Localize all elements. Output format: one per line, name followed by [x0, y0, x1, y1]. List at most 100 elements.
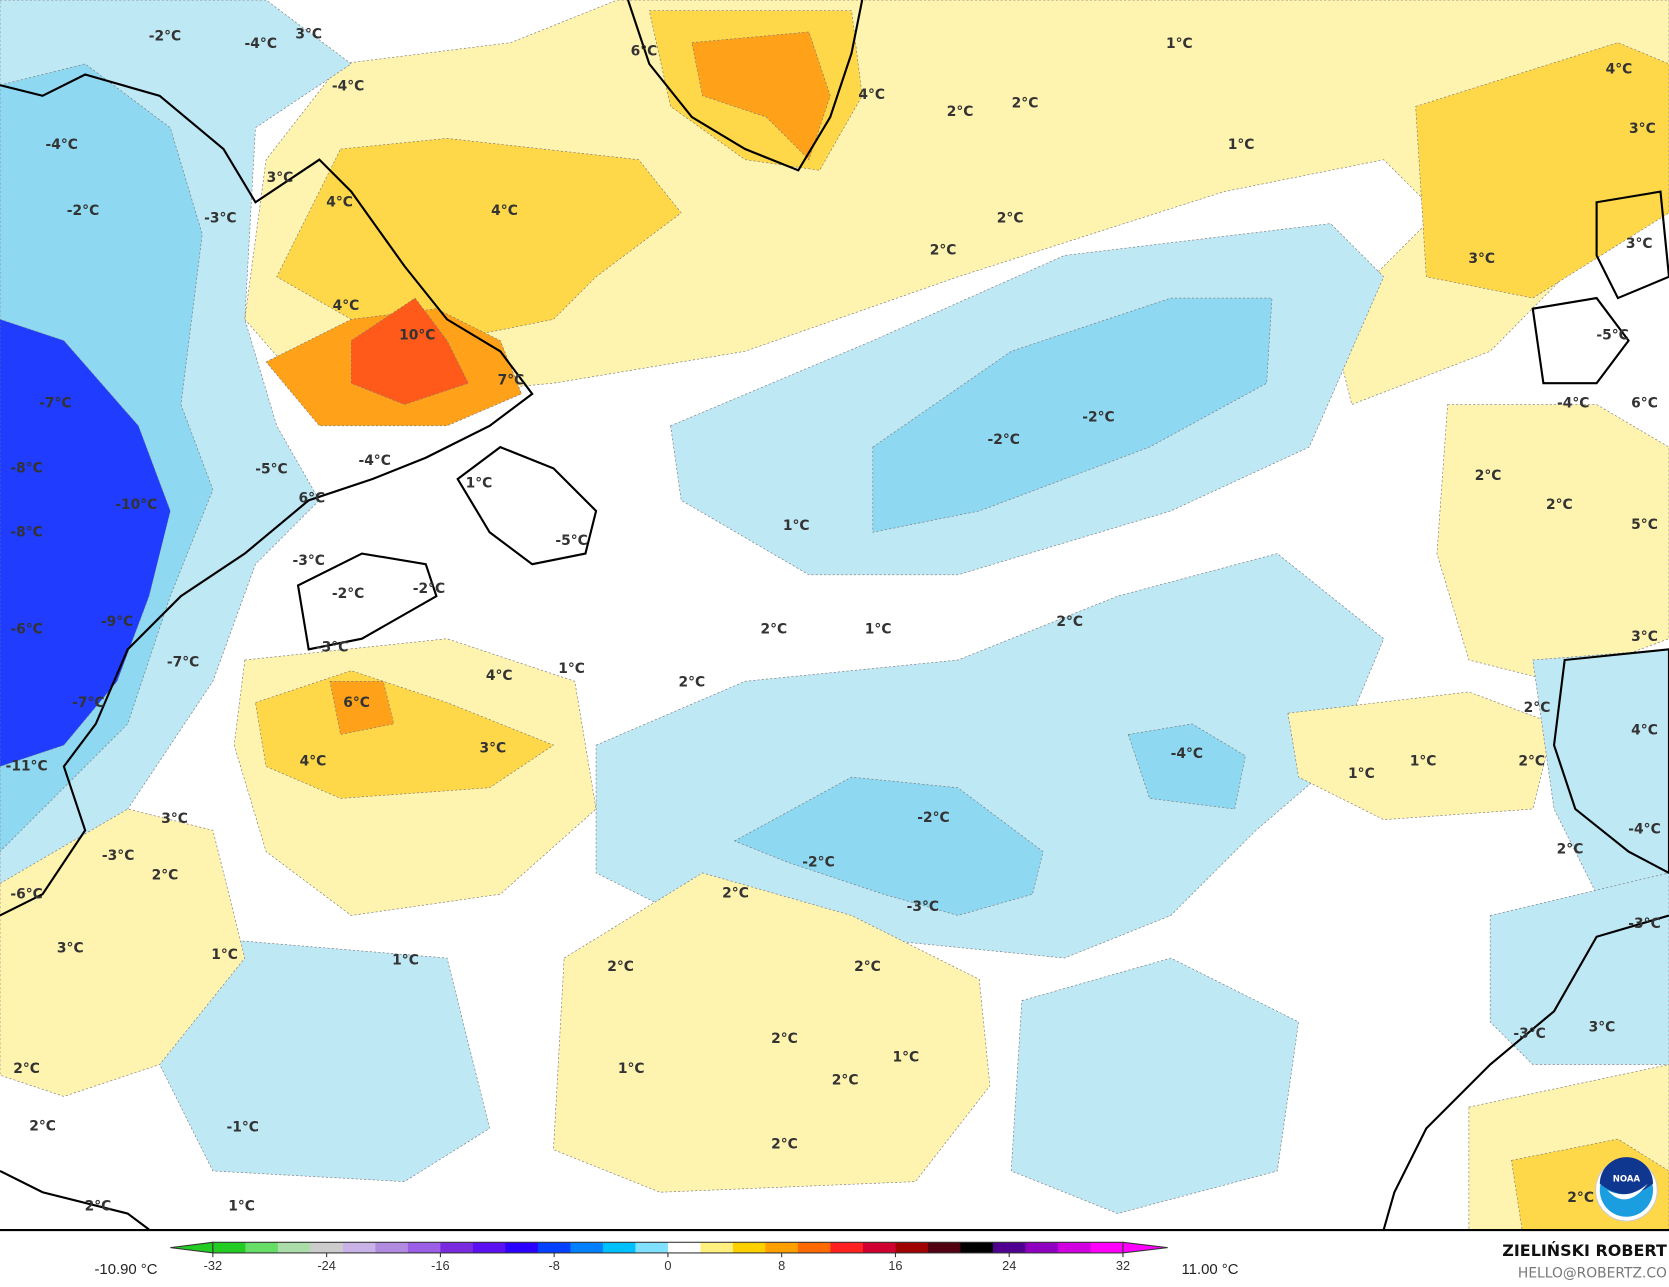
contour-labels: -2°C -4°C 3°C -4°C -4°C -2°C -3°C 3°C 4°C -7°C -8°…	[6, 26, 1661, 1214]
coastline	[296, 552, 438, 651]
colorbar-tick-label: 24	[1002, 1258, 1016, 1273]
contour-label: -3°C	[1628, 916, 1660, 932]
contour-label: 1°C	[1228, 137, 1255, 153]
colorbar-cell	[862, 1242, 896, 1253]
anomaly-fields	[0, 0, 1669, 1230]
contour-label: 4°C	[300, 753, 327, 769]
contour-label: -3°C	[316, 639, 348, 655]
anomaly-region	[553, 872, 991, 1193]
contour-label: -10°C	[115, 497, 157, 513]
colorbar-max-label: 11.00 °C	[1181, 1262, 1238, 1278]
colorbar-cell	[277, 1242, 311, 1253]
contour-label: 1°C	[1166, 36, 1193, 52]
contour-label: -2°C	[67, 203, 99, 219]
contour-label: 2°C	[771, 1031, 798, 1047]
anomaly-region	[872, 297, 1273, 533]
contour-label: 1°C	[228, 1198, 255, 1214]
anomaly-region	[276, 138, 682, 341]
contour-label: 2°C	[85, 1198, 112, 1214]
anomaly-region	[0, 319, 171, 767]
contour-label: 5°C	[1631, 517, 1658, 533]
contour-label: -5°C	[255, 462, 287, 478]
coastline	[0, 73, 534, 917]
contour-label: -3°C	[204, 210, 236, 226]
contour-label: 4°C	[858, 87, 885, 103]
colorbar-cell	[505, 1242, 539, 1253]
contour-label: -4°C	[1171, 746, 1203, 762]
colorbar-tick-label: -8	[548, 1258, 559, 1273]
contour-label: -2°C	[413, 581, 445, 597]
contour-label: -8°C	[10, 461, 42, 477]
anomaly-region	[1127, 723, 1246, 810]
contour-label: 10°C	[399, 328, 435, 344]
contour-label: -3°C	[102, 848, 134, 864]
colorbar-cell	[895, 1242, 929, 1253]
contour-label: 3°C	[57, 941, 84, 957]
contour-label: -8°C	[10, 525, 42, 541]
colorbar-cell	[602, 1242, 636, 1253]
colorbar-tick-label: -24	[317, 1258, 335, 1273]
colorbar-cell	[830, 1242, 864, 1253]
colorbar-cell	[927, 1242, 961, 1253]
contour-label: 1°C	[618, 1061, 645, 1077]
colorbar-cell	[1090, 1242, 1124, 1253]
contour-label: 2°C	[997, 210, 1024, 226]
colorbar-tick-label: 32	[1116, 1258, 1130, 1273]
contour-label: 2°C	[1567, 1190, 1594, 1206]
contour-label: 2°C	[854, 959, 881, 975]
contour-label: -7°C	[39, 396, 71, 412]
colorbar-cell	[310, 1242, 344, 1253]
coastline	[626, 0, 864, 172]
colorbar-cell	[407, 1242, 441, 1253]
contour-label: 1°C	[865, 621, 892, 637]
contour-label: 1°C	[558, 661, 585, 677]
contour-label: 2°C	[947, 104, 974, 120]
contour-label: 3°C	[161, 811, 188, 827]
contour-label: 2°C	[1557, 842, 1584, 858]
coastlines	[0, 0, 1669, 1231]
colorbar-cell	[375, 1242, 409, 1253]
contour-label: 2°C	[1012, 96, 1039, 112]
colorbar-tick-label: 8	[778, 1258, 785, 1273]
colorbar: -10.90 °C 11.00 °C -32 -24 -16 -8 0 8 16 24 32 Z…	[94, 1241, 1667, 1281]
contour-label: 2°C	[1518, 753, 1545, 769]
colorbar-cell	[212, 1242, 246, 1253]
colorbar-cell	[732, 1242, 766, 1253]
colorbar-cell	[537, 1242, 571, 1253]
contour-label: 1°C	[1348, 766, 1375, 782]
contour-label: 6°C	[1631, 396, 1658, 412]
contour-label: 3°C	[267, 170, 294, 186]
contour-label: 3°C	[1626, 236, 1653, 252]
contour-label: 3°C	[295, 26, 322, 42]
map-area: -2°C -4°C 3°C -4°C -4°C -2°C -3°C 3°C 4°C -7°C -8°…	[0, 0, 1669, 1232]
colorbar-cell	[245, 1242, 279, 1253]
contour-label: 2°C	[13, 1061, 40, 1077]
contour-label: -6°C	[10, 886, 42, 902]
contour-label: -7°C	[72, 695, 104, 711]
coastline	[0, 1170, 150, 1231]
colorbar-cell	[440, 1242, 474, 1253]
colorbar-cell	[342, 1242, 376, 1253]
colorbar-cell	[667, 1242, 701, 1253]
coastline	[1531, 296, 1630, 385]
anomaly-region	[1010, 957, 1299, 1214]
contour-label: -1°C	[226, 1120, 258, 1136]
colorbar-min-arrow	[170, 1241, 214, 1254]
contour-label: 3°C	[1629, 121, 1656, 137]
colorbar-cell	[570, 1242, 604, 1253]
colorbar-cell	[797, 1242, 831, 1253]
contour-label: -4°C	[46, 137, 78, 153]
contour-label: 4°C	[326, 195, 353, 211]
contour-label: -2°C	[988, 432, 1020, 448]
contour-label: 2°C	[1475, 468, 1502, 484]
contour-label: 4°C	[333, 298, 360, 314]
colorbar-tick-label: -16	[431, 1258, 449, 1273]
anomaly-region	[350, 297, 469, 405]
contour-label: -3°C	[1513, 1026, 1545, 1042]
contour-label: 3°C	[1589, 1020, 1616, 1036]
contour-label: -6°C	[10, 621, 42, 637]
contour-label: 2°C	[1546, 497, 1573, 513]
contour-label: -4°C	[1557, 396, 1589, 412]
colorbar-min-label: -10.90 °C	[94, 1262, 157, 1278]
